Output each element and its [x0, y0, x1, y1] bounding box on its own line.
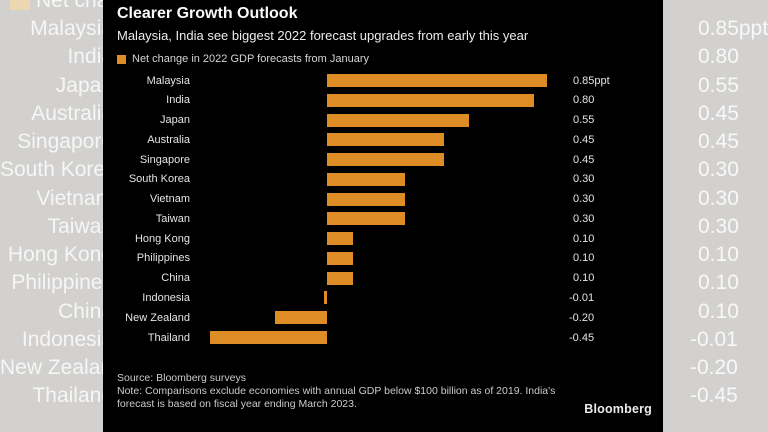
bg-country-label: Taiwan: [47, 214, 113, 238]
bar-value-label: 0.85ppt: [573, 74, 610, 87]
bg-value-label: -0.20: [690, 356, 738, 379]
bar-category-label: India: [166, 94, 190, 107]
bar-value-label: -0.45: [569, 331, 595, 344]
bar-value-label: 0.10: [573, 232, 595, 245]
bar-value-label: 0.45: [573, 133, 595, 146]
note-text: Note: Comparisons exclude economies with…: [117, 385, 556, 410]
bar: [327, 133, 444, 147]
bg-value-label: 0.45: [698, 101, 739, 125]
bar: [327, 93, 535, 107]
chart-legend: Net change in 2022 GDP forecasts from Ja…: [117, 53, 369, 65]
bg-country-label: Vietnam: [36, 186, 113, 210]
bar-category-label: Indonesia: [142, 291, 190, 304]
bg-value-label: 0.30: [698, 186, 739, 210]
bar-value-label: 0.80: [573, 94, 595, 107]
chart-area: Malaysia 0.85ppt India 0.80 Japan 0.55 Austral…: [103, 0, 663, 432]
bg-value-label: -0.45: [690, 384, 738, 408]
bar-category-label: Thailand: [147, 331, 190, 344]
bg-country-label: India: [67, 45, 113, 69]
bg-country-label: Philippines: [11, 271, 113, 295]
bar-category-label: Vietnam: [149, 193, 190, 206]
legend-label: Net change in 2022 GDP forecasts from Ja…: [132, 53, 370, 65]
bar-category-label: China: [161, 272, 190, 285]
bar-value-label: -0.01: [569, 291, 595, 304]
bg-country-label: Indonesia: [21, 327, 113, 351]
bg-country-label: Thailand: [32, 384, 113, 408]
bar-value-label: 0.10: [573, 252, 595, 265]
bar: [327, 172, 405, 186]
bar-category-label: Singapore: [139, 153, 190, 166]
bar: [327, 74, 548, 87]
chart-title: Clearer Growth Outlook: [117, 5, 298, 22]
bar-category-label: Philippines: [136, 252, 190, 265]
bloomberg-logo: Bloomberg: [584, 402, 652, 416]
bg-country-label: Hong Kong: [7, 243, 113, 266]
bar-category-label: Taiwan: [155, 212, 190, 225]
legend-swatch-icon: [117, 54, 126, 64]
bg-value-label: 0.80: [698, 45, 739, 69]
chart-subtitle: Malaysia, India see biggest 2022 forecas…: [117, 28, 529, 43]
bar: [327, 113, 470, 127]
bg-country-label: Malaysia: [30, 17, 113, 40]
bar-category-label: New Zealand: [125, 311, 190, 324]
bg-value-label: 0.10: [698, 299, 739, 323]
bg-value-label: 0.30: [698, 158, 739, 182]
bg-value-label: 0.10: [698, 243, 739, 266]
bar: [324, 291, 327, 305]
bar: [327, 232, 353, 246]
bg-country-label: Singapore: [17, 130, 113, 153]
bar-category-label: Hong Kong: [134, 232, 190, 245]
bg-country-label: Japan: [55, 73, 113, 97]
bar: [327, 212, 405, 226]
bar-value-label: 0.55: [573, 114, 595, 127]
bg-value-label: 0.10: [698, 271, 739, 295]
bg-legend-swatch-icon: [10, 0, 30, 10]
bar-value-label: 0.30: [573, 193, 595, 206]
bg-value-label: 0.30: [698, 214, 739, 238]
bg-country-label: South Korea: [0, 158, 117, 182]
bar-category-label: Malaysia: [146, 74, 190, 87]
bg-country-label: Australia: [31, 101, 113, 125]
bar-value-label: 0.30: [573, 173, 595, 186]
source-text: Source: Bloomberg surveys: [117, 372, 246, 384]
chart-panel: Clearer Growth Outlook Malaysia, India s…: [103, 0, 663, 432]
bar-category-label: Japan: [160, 114, 190, 127]
bar: [327, 251, 353, 265]
bg-country-label: China: [58, 299, 113, 323]
bg-value-label: 0.55: [698, 73, 739, 97]
bar: [327, 192, 405, 206]
bg-value-label: 0.45: [698, 130, 739, 153]
bar: [327, 271, 353, 285]
bar-category-label: Australia: [147, 133, 190, 146]
bar-category-label: South Korea: [128, 173, 190, 186]
bar-value-label: 0.30: [573, 212, 595, 225]
bar-value-label: 0.45: [573, 153, 595, 166]
bar: [275, 311, 327, 325]
bar-value-label: 0.10: [573, 272, 595, 285]
bar-value-label: -0.20: [569, 311, 595, 324]
bar: [210, 331, 327, 344]
bg-value-label: -0.01: [690, 327, 738, 351]
bg-country-label: New Zealand: [0, 356, 124, 379]
bg-value-label: 0.85ppt: [698, 17, 768, 40]
bar: [327, 153, 444, 167]
